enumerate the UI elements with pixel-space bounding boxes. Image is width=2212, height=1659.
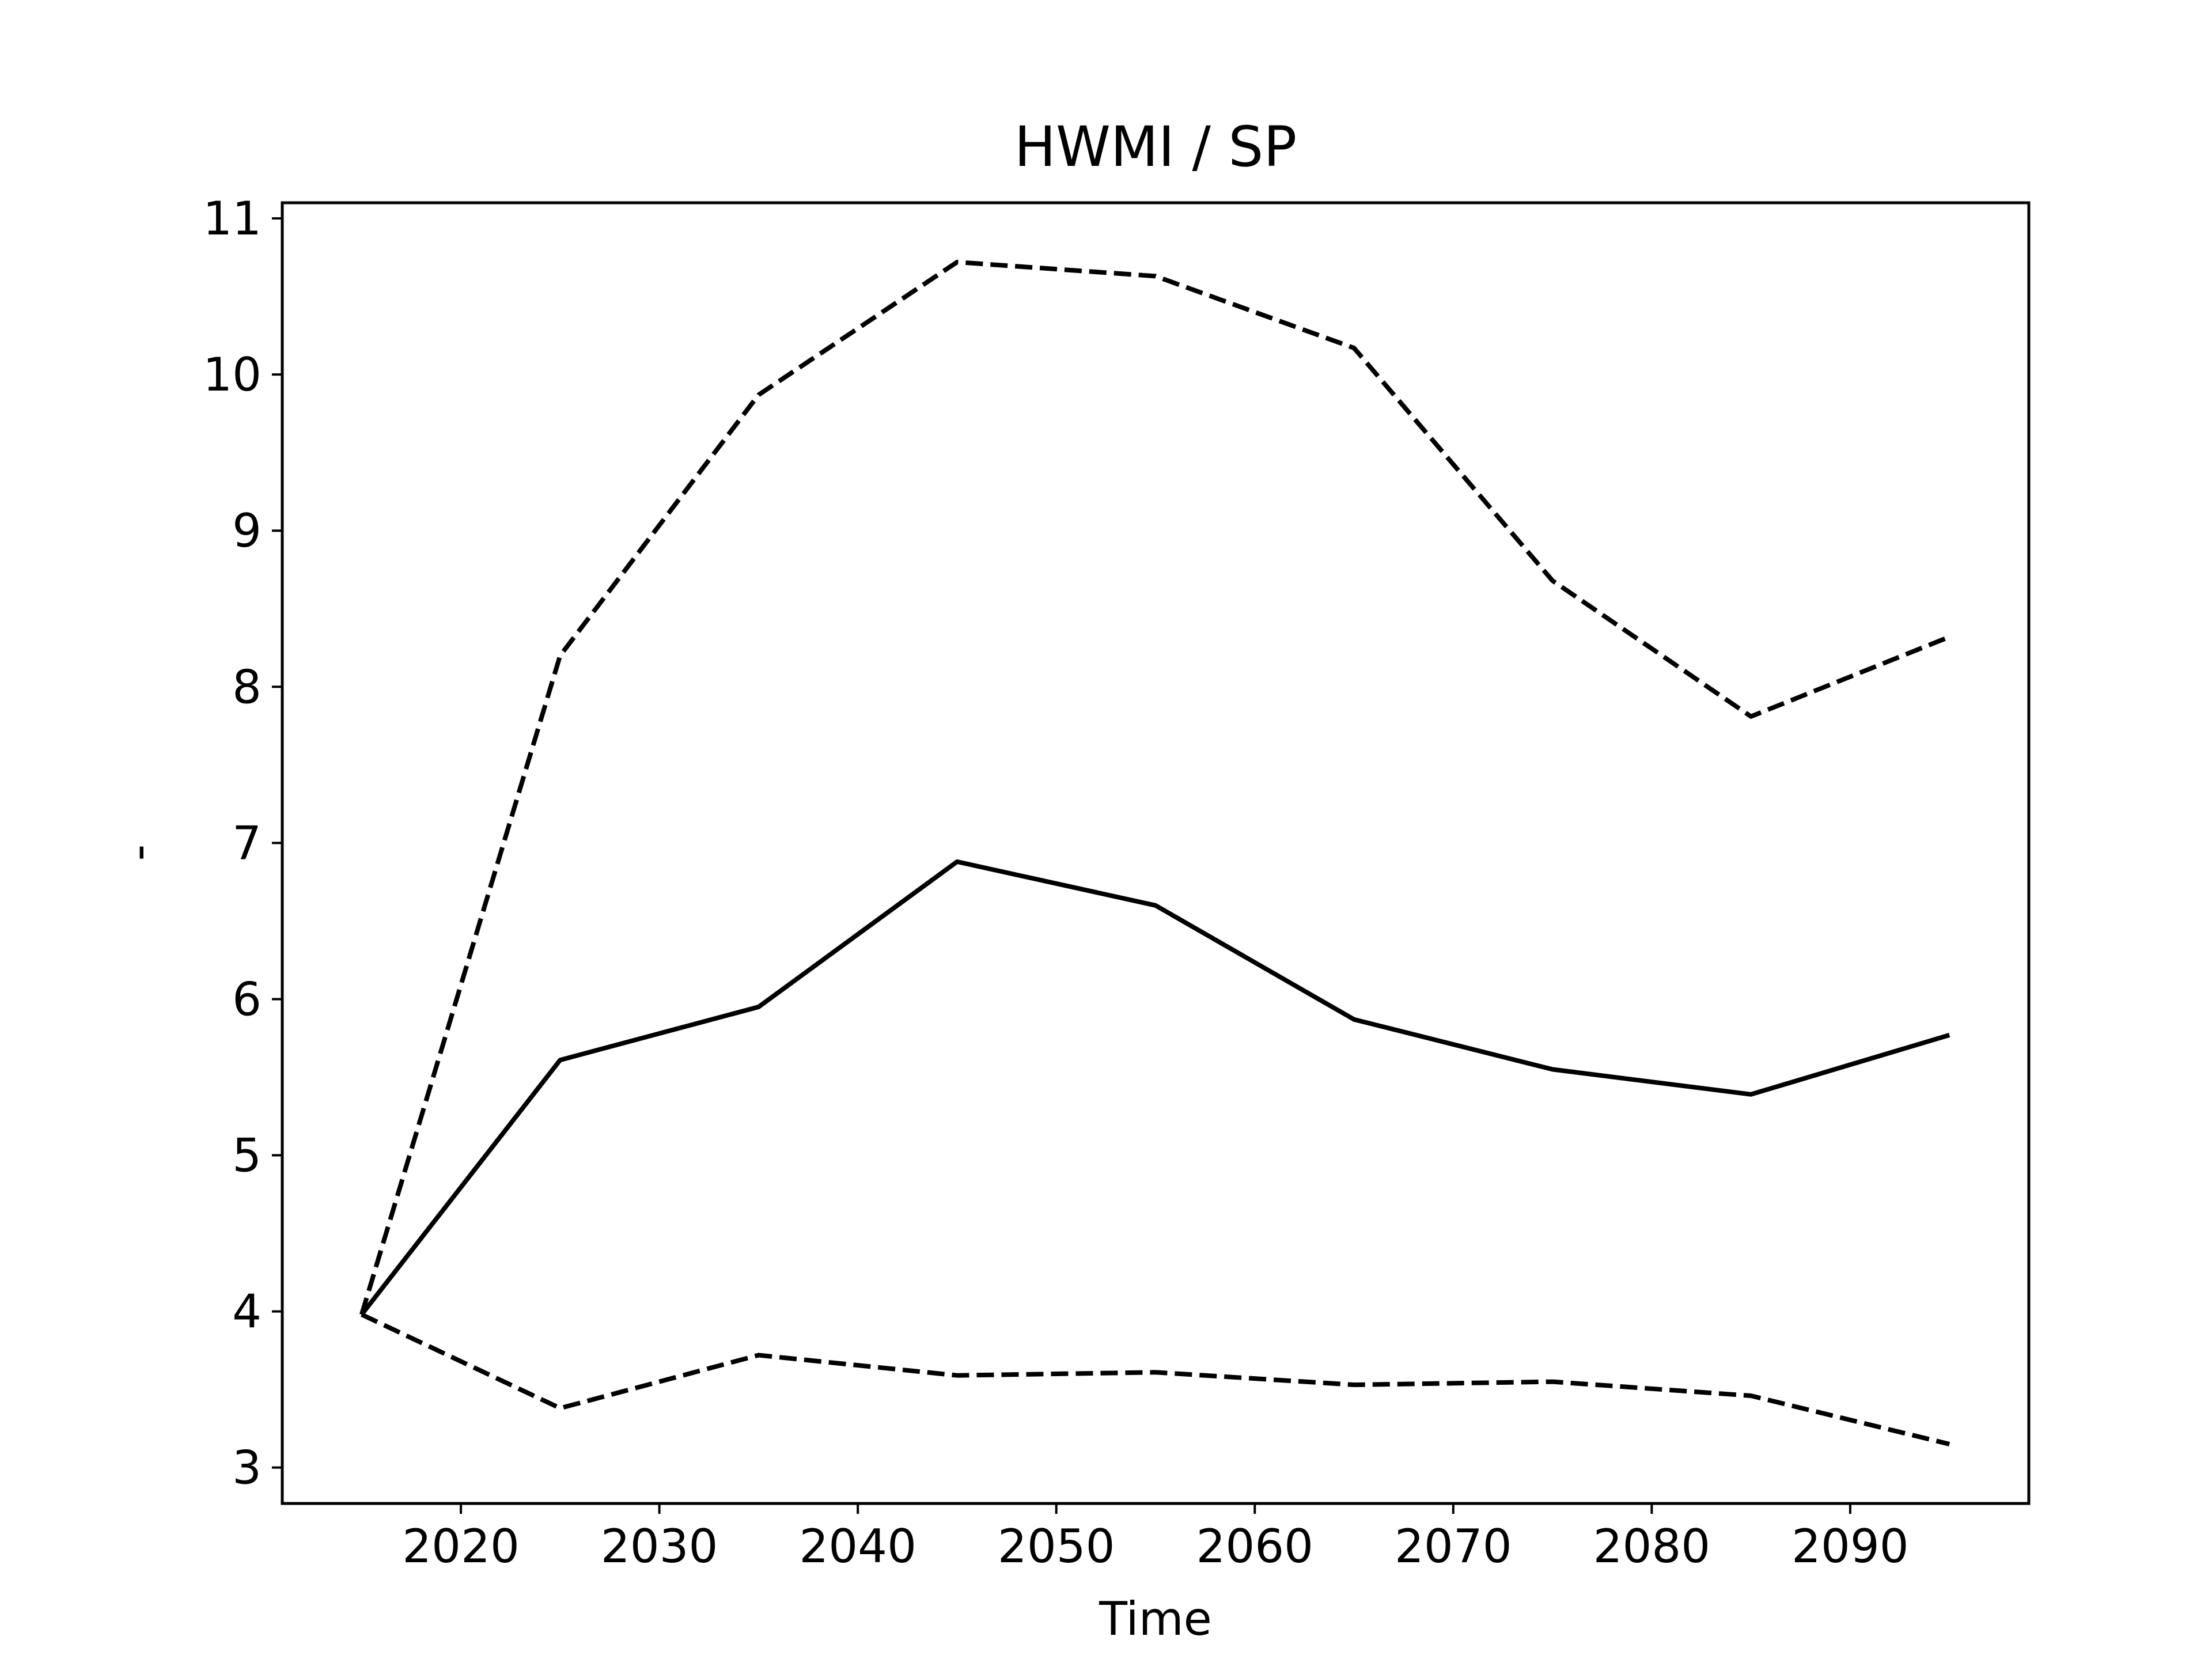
x-tick-label: 2090 [1791, 1520, 1909, 1573]
y-tick-label: 7 [232, 816, 262, 870]
y-tick-label: 11 [203, 192, 262, 245]
y-tick-label: 6 [232, 972, 262, 1026]
series-line-2 [359, 859, 1950, 1316]
y-tick-label: 9 [232, 504, 262, 558]
y-axis: 3 4 5 6 7 8 9 10 11 [203, 192, 282, 1495]
x-tick-label: 2050 [998, 1520, 1115, 1573]
x-tick-label: 2040 [799, 1520, 916, 1573]
series-layer [359, 260, 1950, 1446]
plot-frame [281, 201, 2031, 1505]
x-tick-label: 2070 [1395, 1520, 1512, 1573]
x-tick-label: 2030 [601, 1520, 718, 1573]
x-axis-label: Time [1099, 1592, 1212, 1646]
x-tick-label: 2060 [1196, 1520, 1313, 1573]
x-tick-label: 2080 [1593, 1520, 1711, 1573]
y-tick-label: 8 [232, 660, 262, 714]
chart-title: HWMI / SP [1014, 115, 1297, 179]
y-tick-label: 10 [203, 348, 262, 402]
series-line-1 [359, 260, 1950, 1316]
y-tick-label: 3 [232, 1441, 262, 1495]
y-axis-label: - [112, 844, 165, 861]
x-tick-label: 2020 [402, 1520, 520, 1573]
series-line-3 [361, 1312, 1950, 1446]
y-tick-label: 5 [232, 1129, 262, 1183]
y-tick-label: 4 [232, 1285, 262, 1339]
x-axis: 2020 2030 2040 2050 2060 2070 2080 2090 [402, 1503, 1909, 1573]
